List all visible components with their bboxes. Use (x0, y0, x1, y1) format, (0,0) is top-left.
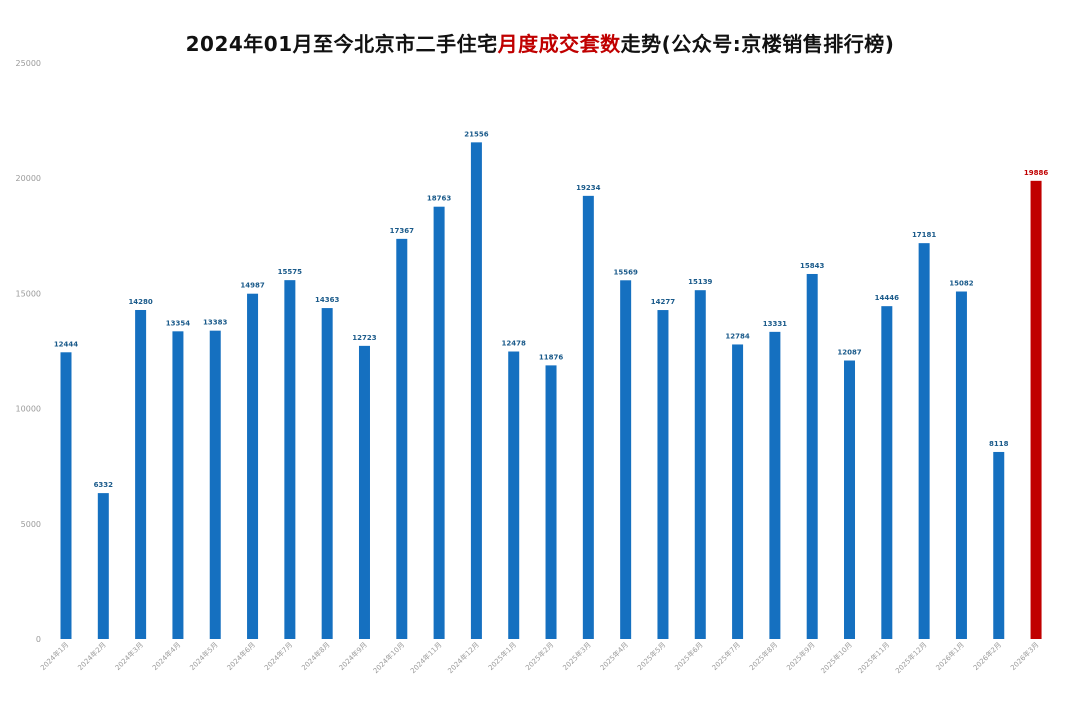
x-tick-label: 2025年12月 (893, 640, 928, 675)
bar-value-label: 11876 (539, 353, 563, 361)
x-tick-label: 2025年11月 (856, 640, 891, 675)
x-tick-label: 2024年3月 (113, 640, 145, 672)
bar-value-label: 17181 (912, 231, 936, 239)
x-tick-label: 2024年1月 (38, 640, 70, 672)
bar-value-label: 19234 (576, 184, 600, 192)
x-tick-label: 2025年7月 (710, 640, 742, 672)
x-axis-labels-group: 2024年1月 2024年2月 2024年3月 2024年4月 2024年5月 2024年… (38, 640, 1040, 675)
bar-value-label: 15082 (949, 280, 973, 288)
chart-title: 2024年01月至今北京市二手住宅月度成交套数走势(公众号:京楼销售排行榜) (0, 28, 1080, 57)
bar-value-label: 13383 (203, 319, 227, 327)
x-tick-label: 2025年1月 (486, 640, 518, 672)
bar (918, 243, 930, 639)
bar-value-label: 14280 (128, 298, 152, 306)
x-tick-label: 2025年4月 (598, 640, 630, 672)
bar (358, 345, 370, 639)
bar (396, 238, 408, 639)
x-tick-label: 2025年2月 (523, 640, 555, 672)
bar-value-label: 12444 (54, 340, 78, 348)
bar (172, 331, 184, 639)
bar (881, 306, 893, 639)
bar-value-label: 19886 (1024, 169, 1048, 177)
bar (582, 195, 594, 639)
bar-value-label: 17367 (390, 227, 414, 235)
y-tick-label: 5000 (21, 520, 41, 529)
bar (844, 360, 856, 639)
bar (135, 309, 147, 639)
value-labels-group: 12444 6332 14280 13354 13383 14987 15575 14363 1… (54, 130, 1049, 489)
bar (955, 291, 967, 639)
x-tick-label: 2026年2月 (971, 640, 1003, 672)
bar-value-label: 12478 (502, 340, 526, 348)
bar (1030, 180, 1042, 640)
y-tick-label: 25000 (16, 59, 41, 68)
x-tick-label: 2024年12月 (446, 640, 481, 675)
bar (993, 451, 1005, 639)
x-tick-label: 2024年2月 (76, 640, 108, 672)
title-prefix: 2024年01月至今北京市二手住宅 (185, 32, 498, 56)
y-axis: 0 5000 10000 15000 20000 25000 (16, 59, 41, 644)
y-tick-label: 15000 (16, 289, 41, 298)
y-tick-label: 10000 (16, 405, 41, 414)
bar-value-label: 15569 (613, 268, 637, 276)
x-tick-label: 2024年4月 (150, 640, 182, 672)
title-highlight: 月度成交套数 (497, 32, 621, 56)
bar (769, 331, 781, 639)
x-tick-label: 2026年3月 (1008, 640, 1040, 672)
x-tick-label: 2024年8月 (300, 640, 332, 672)
bar (433, 206, 445, 639)
bar-value-label: 15575 (278, 268, 302, 276)
title-suffix: 走势(公众号:京楼销售排行榜) (620, 32, 895, 56)
bar-value-label: 15139 (688, 278, 712, 286)
bar-value-label: 14987 (240, 282, 264, 290)
x-tick-label: 2024年7月 (262, 640, 294, 672)
x-tick-label: 2025年6月 (673, 640, 705, 672)
x-tick-label: 2025年9月 (785, 640, 817, 672)
x-tick-label: 2024年9月 (337, 640, 369, 672)
bar (545, 365, 557, 639)
bar (806, 273, 818, 639)
bar-value-label: 12784 (725, 332, 749, 340)
x-tick-label: 2025年8月 (747, 640, 779, 672)
bar (284, 280, 296, 639)
bar (247, 293, 259, 639)
x-tick-label: 2024年5月 (188, 640, 220, 672)
bar (97, 493, 109, 639)
x-tick-label: 2025年10月 (819, 640, 854, 675)
bar (470, 142, 482, 639)
bar (321, 308, 333, 639)
bars-group (60, 142, 1042, 640)
bar-value-label: 14277 (651, 298, 675, 306)
bar-value-label: 13354 (166, 319, 190, 327)
bar (60, 352, 72, 639)
bar-value-label: 18763 (427, 195, 451, 203)
bar-value-label: 6332 (94, 481, 114, 489)
y-tick-label: 20000 (16, 174, 41, 183)
x-tick-label: 2025年3月 (561, 640, 593, 672)
x-tick-label: 2025年5月 (635, 640, 667, 672)
bar-value-label: 12723 (352, 334, 376, 342)
bar-value-label: 13331 (763, 320, 787, 328)
bar-value-label: 8118 (989, 440, 1009, 448)
x-tick-label: 2026年1月 (934, 640, 966, 672)
x-tick-label: 2024年6月 (225, 640, 257, 672)
y-tick-label: 0 (36, 635, 41, 644)
bar (732, 344, 744, 639)
bar-value-label: 14446 (875, 294, 899, 302)
x-tick-label: 2024年10月 (371, 640, 406, 675)
bar (694, 290, 706, 639)
bar-value-label: 21556 (464, 130, 488, 138)
bar (508, 351, 520, 639)
bar (620, 280, 632, 639)
bar (209, 330, 221, 639)
bar-value-label: 14363 (315, 296, 339, 304)
bar (657, 310, 669, 639)
bar-value-label: 12087 (837, 349, 861, 357)
x-tick-label: 2024年11月 (408, 640, 443, 675)
bar-value-label: 15843 (800, 262, 824, 270)
